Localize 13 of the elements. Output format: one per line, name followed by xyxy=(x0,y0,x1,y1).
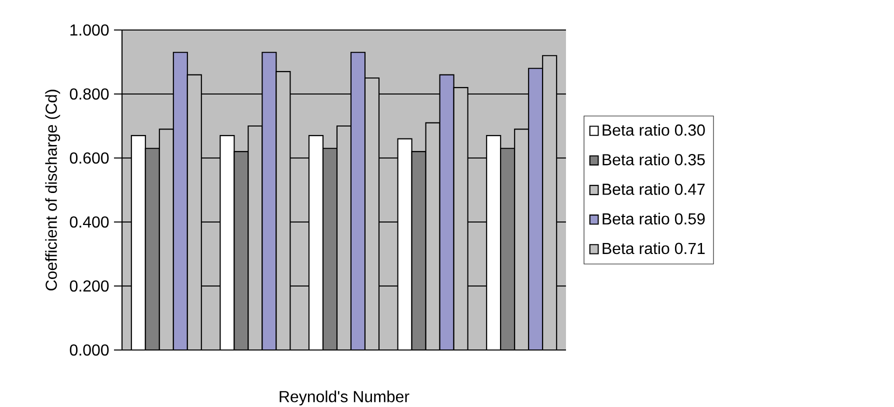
y-tick-label: 0.600 xyxy=(70,152,109,164)
y-tick-label: 0.800 xyxy=(70,88,109,100)
legend-label: Beta ratio 0.47 xyxy=(602,183,705,195)
x-axis-title: Reynold's Number xyxy=(280,390,410,406)
y-tick-label: 1.000 xyxy=(70,24,109,36)
legend-label: Beta ratio 0.71 xyxy=(602,242,705,254)
legend-label: Beta ratio 0.59 xyxy=(602,212,705,225)
y-axis-title: Coefficient of discharge (Cd) xyxy=(45,90,60,290)
y-tick-label: 0.200 xyxy=(70,280,109,292)
y-tick-label: 0.000 xyxy=(70,344,109,356)
y-tick-label: 0.400 xyxy=(70,216,109,228)
legend-label: Beta ratio 0.35 xyxy=(602,154,705,166)
legend-label: Beta ratio 0.30 xyxy=(602,124,705,136)
